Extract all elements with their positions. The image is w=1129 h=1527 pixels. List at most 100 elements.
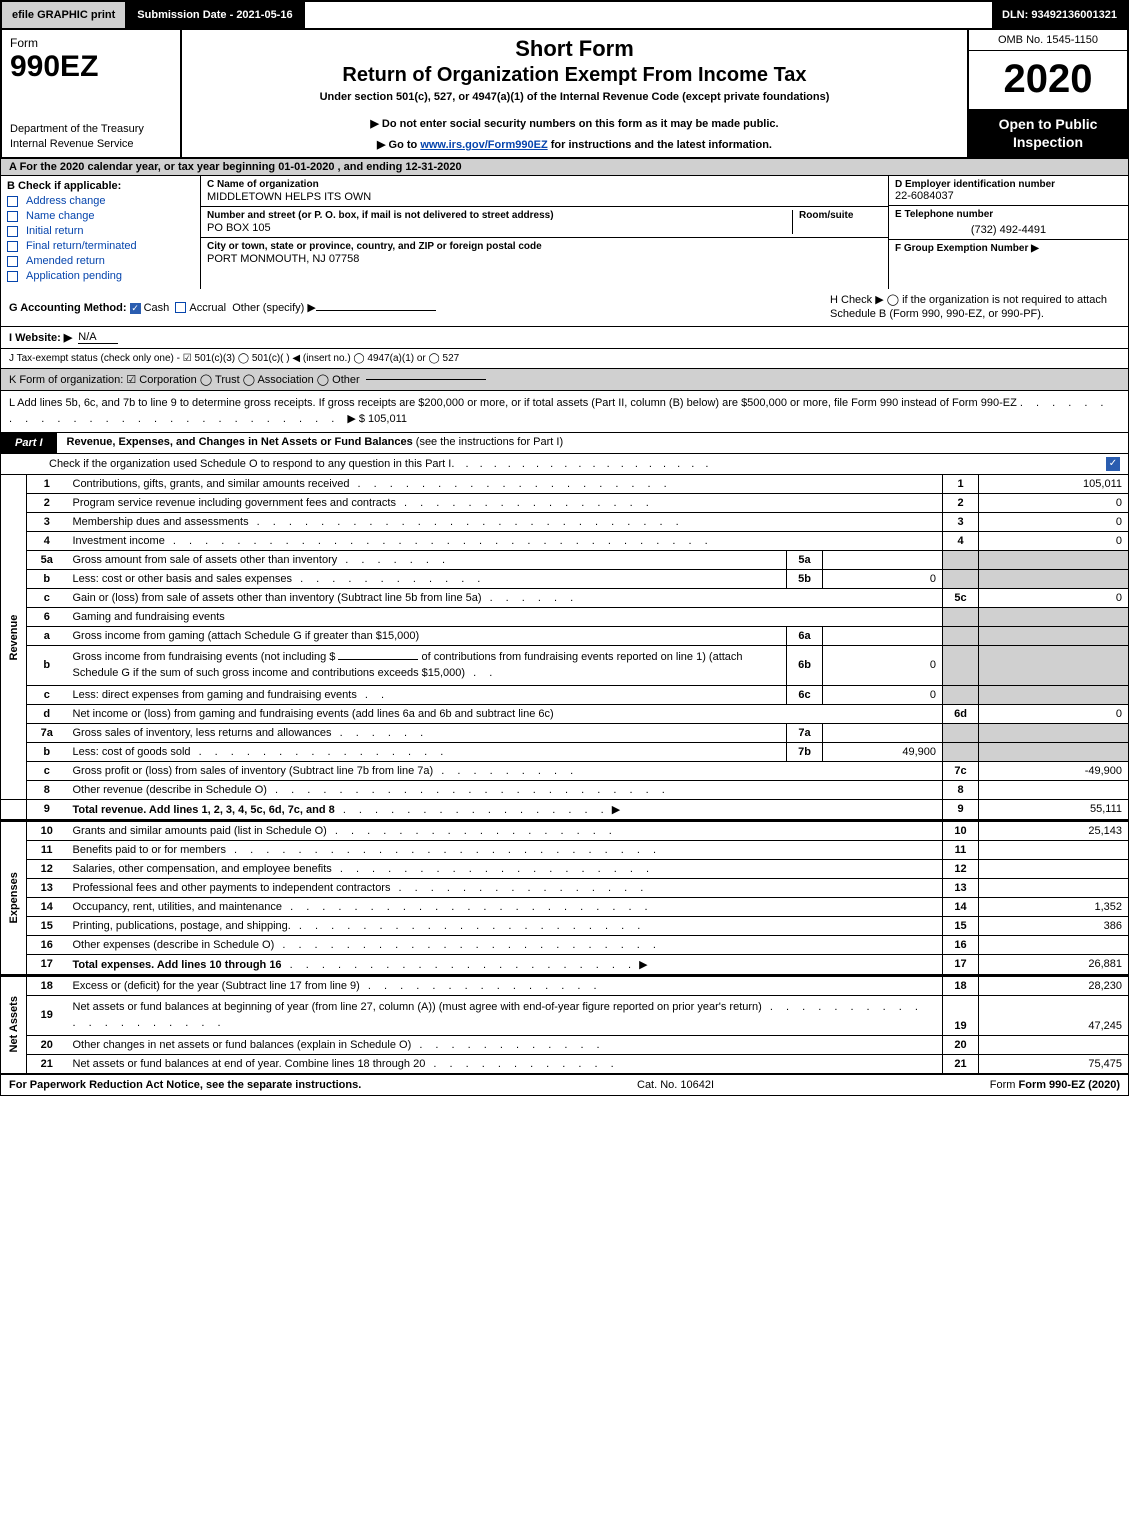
line-num: d [27, 704, 67, 723]
g-other-input[interactable] [316, 310, 436, 311]
g-label: G Accounting Method: [9, 302, 127, 314]
section-e: E Telephone number (732) 492-4491 [889, 206, 1128, 240]
line-desc: Total expenses. Add lines 10 through 16 [73, 959, 282, 971]
chk-final-return[interactable]: Final return/terminated [7, 240, 194, 252]
city-row: City or town, state or province, country… [201, 238, 888, 289]
efile-print-button[interactable]: efile GRAPHIC print [2, 2, 127, 28]
line-val: 1,352 [979, 897, 1129, 916]
city-value: PORT MONMOUTH, NJ 07758 [207, 253, 542, 265]
chk-application-pending[interactable]: Application pending [7, 270, 194, 282]
section-j: J Tax-exempt status (check only one) - ☑… [0, 349, 1129, 369]
line-rt: 19 [943, 995, 979, 1035]
line-2: 2 Program service revenue including gove… [1, 493, 1129, 512]
part-1-tab: Part I [1, 433, 57, 453]
line-val: 105,011 [979, 475, 1129, 494]
room-label: Room/suite [799, 210, 882, 221]
opt-amended-return: Amended return [26, 255, 105, 267]
line-7a: 7a Gross sales of inventory, less return… [1, 723, 1129, 742]
schedule-o-row: Check if the organization used Schedule … [0, 454, 1129, 475]
line-21: 21 Net assets or fund balances at end of… [1, 1054, 1129, 1073]
section-g: G Accounting Method: ✓Cash Accrual Other… [9, 301, 436, 314]
line-desc: Less: cost or other basis and sales expe… [73, 573, 293, 585]
line-val: 55,111 [979, 799, 1129, 819]
line-desc: Net assets or fund balances at end of ye… [73, 1058, 426, 1070]
line-20: 20 Other changes in net assets or fund b… [1, 1035, 1129, 1054]
line-rt: 13 [943, 878, 979, 897]
line-desc: Gross amount from sale of assets other t… [73, 554, 338, 566]
line-rt: 18 [943, 976, 979, 996]
line-6: 6 Gaming and fundraising events [1, 607, 1129, 626]
chk-name-change[interactable]: Name change [7, 210, 194, 222]
line-num: 16 [27, 935, 67, 954]
part-1-title-block: Revenue, Expenses, and Changes in Net As… [57, 433, 1128, 453]
line-num: 21 [27, 1054, 67, 1073]
line-6a: a Gross income from gaming (attach Sched… [1, 626, 1129, 645]
department-label: Department of the Treasury Internal Reve… [10, 122, 172, 151]
chk-address-change[interactable]: Address change [7, 195, 194, 207]
section-f: F Group Exemption Number ▶ [889, 240, 1128, 289]
sub-num: 6a [787, 626, 823, 645]
section-g-h: G Accounting Method: ✓Cash Accrual Other… [0, 289, 1129, 327]
checkbox-icon [7, 211, 18, 222]
line-desc: Total revenue. Add lines 1, 2, 3, 4, 5c,… [73, 804, 335, 816]
chk-amended-return[interactable]: Amended return [7, 255, 194, 267]
line-num: 19 [27, 995, 67, 1035]
header-right: OMB No. 1545-1150 2020 Open to Public In… [967, 30, 1127, 157]
grey-cell [943, 607, 979, 626]
form-number: 990EZ [10, 50, 172, 84]
line-desc: Gross profit or (loss) from sales of inv… [73, 765, 434, 777]
line-val: 0 [979, 704, 1129, 723]
public-notice: ▶ Do not enter social security numbers o… [192, 117, 957, 130]
revenue-table: Revenue 1 Contributions, gifts, grants, … [0, 475, 1129, 820]
line-rt: 14 [943, 897, 979, 916]
grey-cell [979, 645, 1129, 685]
part-1-header: Part I Revenue, Expenses, and Changes in… [0, 433, 1129, 454]
checkbox-icon [7, 196, 18, 207]
ein-value: 22-6084037 [895, 190, 1122, 202]
irs-link[interactable]: www.irs.gov/Form990EZ [420, 139, 547, 151]
line-val: 0 [979, 531, 1129, 550]
grey-cell [943, 645, 979, 685]
line-num: 17 [27, 954, 67, 974]
opt-final-return: Final return/terminated [26, 240, 137, 252]
org-name-label: C Name of organization [207, 179, 882, 190]
submission-date-button[interactable]: Submission Date - 2021-05-16 [127, 2, 304, 28]
grey-cell [979, 723, 1129, 742]
goto-text: ▶ Go to www.irs.gov/Form990EZ for instru… [192, 138, 957, 151]
chk-initial-return[interactable]: Initial return [7, 225, 194, 237]
line-5a: 5a Gross amount from sale of assets othe… [1, 550, 1129, 569]
line-desc: Benefits paid to or for members [73, 844, 226, 856]
line-desc: Investment income [73, 535, 165, 547]
goto-pre: ▶ Go to [377, 139, 420, 151]
header-left: Form 990EZ Department of the Treasury In… [2, 30, 182, 157]
line-rt: 9 [943, 799, 979, 819]
line-rt: 7c [943, 761, 979, 780]
checkbox-icon [7, 241, 18, 252]
contrib-input[interactable] [338, 659, 418, 660]
line-14: 14 Occupancy, rent, utilities, and maint… [1, 897, 1129, 916]
g-accrual: Accrual [189, 302, 226, 314]
line-desc: Gain or (loss) from sale of assets other… [73, 592, 482, 604]
street-row: Number and street (or P. O. box, if mail… [201, 207, 888, 238]
line-15: 15 Printing, publications, postage, and … [1, 916, 1129, 935]
line-desc: Contributions, gifts, grants, and simila… [73, 478, 350, 490]
line-rt: 6d [943, 704, 979, 723]
line-rt: 16 [943, 935, 979, 954]
k-other-input[interactable] [366, 379, 486, 380]
line-val: 386 [979, 916, 1129, 935]
phone-label: E Telephone number [895, 209, 1122, 220]
l-text: L Add lines 5b, 6c, and 7b to line 9 to … [9, 397, 1017, 409]
line-rt: 8 [943, 780, 979, 799]
line-val: 47,245 [979, 995, 1129, 1035]
i-label: I Website: ▶ [9, 331, 72, 344]
header-center: Short Form Return of Organization Exempt… [182, 30, 967, 157]
line-rt: 17 [943, 954, 979, 974]
line-5b: b Less: cost or other basis and sales ex… [1, 569, 1129, 588]
paperwork-notice: For Paperwork Reduction Act Notice, see … [9, 1079, 361, 1091]
part-1-subtitle: (see the instructions for Part I) [416, 436, 563, 448]
expenses-side-label: Expenses [1, 821, 27, 975]
sub-val [823, 626, 943, 645]
line-num: 10 [27, 821, 67, 841]
line-desc: Net assets or fund balances at beginning… [73, 1001, 762, 1013]
line-val: 25,143 [979, 821, 1129, 841]
